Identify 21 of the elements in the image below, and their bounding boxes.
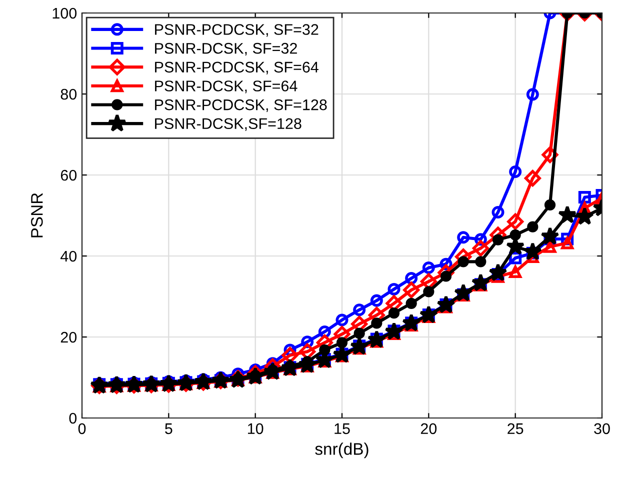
legend-label: PSNR-DCSK,SF=128 [155,118,302,131]
legend-label: PSNR-DCSK, SF=64 [155,80,298,94]
x-tick-label: 20 [420,423,437,434]
x-tick-label: 30 [594,423,610,434]
x-axis-title: snr(dB) [315,442,368,458]
x-tick-label: 15 [334,423,350,434]
y-tick-label: 100 [52,8,77,19]
x-tick-label: 0 [78,423,86,434]
y-tick-label: 20 [60,332,77,343]
x-tick-label: 10 [248,423,264,434]
x-tick-label: 5 [165,423,172,434]
legend-label: PSNR-PCDCSK, SF=128 [155,99,327,112]
x-tick-label: 25 [508,423,524,434]
legend-label: PSNR-PCDCSK, SF=32 [155,24,318,37]
y-axis-title: PSNR [31,193,43,238]
legend-label: PSNR-DCSK, SF=32 [155,42,297,56]
y-tick-label: 60 [60,170,77,181]
y-tick-label: 40 [60,250,77,262]
y-tick-label: 80 [60,88,77,100]
legend-label: PSNR-PCDCSK, SF=64 [155,62,318,74]
y-tick-label: 0 [69,412,77,424]
